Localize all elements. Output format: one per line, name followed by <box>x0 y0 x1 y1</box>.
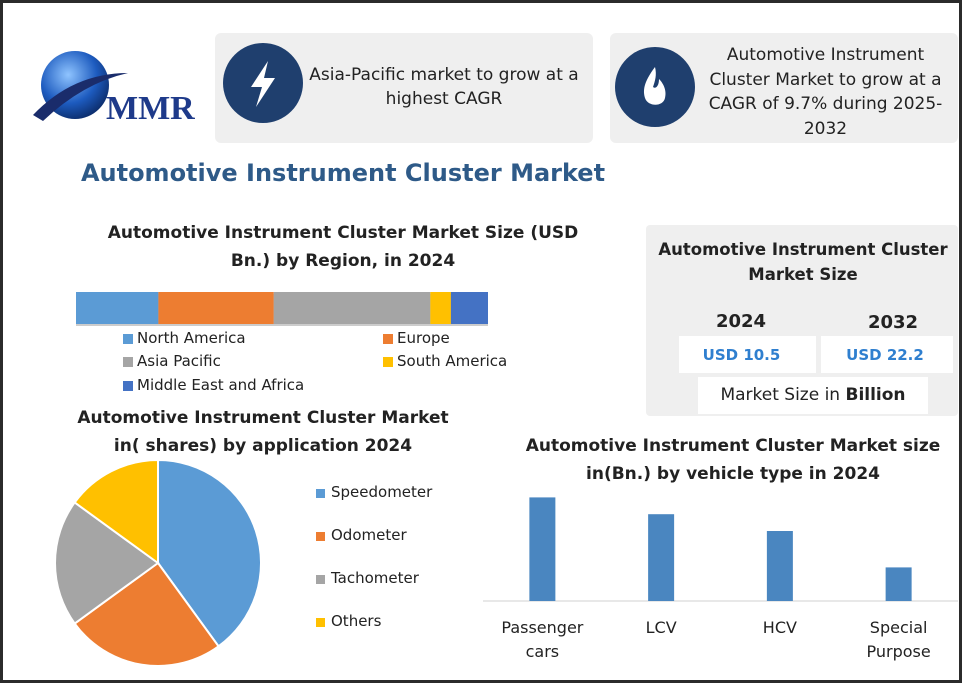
chart-title: Automotive Instrument Cluster Market siz… <box>525 436 941 484</box>
x-tick-label: HCV <box>762 618 797 637</box>
bar <box>529 497 556 601</box>
bar <box>766 531 793 601</box>
chart-title: Automotive Instrument Cluster Market in(… <box>77 408 449 456</box>
note-text: Market Size in <box>720 385 841 405</box>
x-tick-label: LCV <box>645 618 677 637</box>
bar-segment <box>430 292 451 324</box>
note-cell <box>698 377 928 414</box>
x-tick-label: Passenger cars <box>501 618 584 661</box>
market-note: Market Size in Billion <box>698 385 928 405</box>
logo-text: MMR <box>106 90 195 127</box>
bar <box>648 514 675 601</box>
pie-slice <box>157 458 262 648</box>
charts <box>54 292 958 667</box>
year: 2032 <box>867 312 919 333</box>
value-cell <box>821 336 953 373</box>
card-text: Asia-Pacific market to grow at a highest… <box>309 65 579 109</box>
note-unit: Billion <box>845 385 906 405</box>
legend-swatch <box>383 334 393 344</box>
bar-segment <box>273 292 431 324</box>
legend-swatch <box>316 618 325 627</box>
legend-label: Others <box>331 612 382 630</box>
legend-label: Europe <box>397 329 450 347</box>
legend-label: Odometer <box>331 526 407 544</box>
main-title: Automotive Instrument Cluster Market <box>80 159 606 187</box>
graphics: MMR <box>33 51 195 127</box>
legend-label: Tachometer <box>331 569 419 587</box>
bar-segment <box>76 292 159 324</box>
market-size-title: Automotive Instrument Cluster Market Siz… <box>658 240 948 284</box>
bolt-icon <box>251 61 275 107</box>
bar-segment <box>450 292 488 324</box>
legend-label: Asia Pacific <box>137 352 221 370</box>
legend-label: North America <box>137 329 246 347</box>
pie-slice <box>54 501 160 625</box>
legend-swatch <box>123 381 133 391</box>
pie-slice <box>73 458 159 565</box>
market-value: USD 22.2 <box>846 346 924 364</box>
x-tick-label: Special Purpose <box>866 618 931 661</box>
bar <box>885 567 912 601</box>
icons <box>223 43 695 127</box>
legend-swatch <box>383 357 393 367</box>
chart-title: Automotive Instrument Cluster Market Siz… <box>107 223 579 271</box>
flame-icon <box>644 67 666 105</box>
market-value: USD 10.5 <box>702 346 781 364</box>
card-text: Automotive Instrument Cluster Market to … <box>708 45 943 139</box>
legend-swatch <box>316 575 325 584</box>
value-cell <box>679 336 816 373</box>
legend-swatch <box>316 489 325 498</box>
legend-swatch <box>123 334 133 344</box>
bar-segment <box>158 292 274 324</box>
legend-label: Speedometer <box>331 483 433 501</box>
pie-slice <box>73 561 220 667</box>
legend-label: Middle East and Africa <box>137 376 305 394</box>
legend-swatch <box>123 357 133 367</box>
icon-bg <box>615 47 695 127</box>
year: 2024 <box>715 311 767 332</box>
legend-label: South America <box>397 352 508 370</box>
logo-swoosh <box>33 73 128 121</box>
legend-swatch <box>316 532 325 541</box>
